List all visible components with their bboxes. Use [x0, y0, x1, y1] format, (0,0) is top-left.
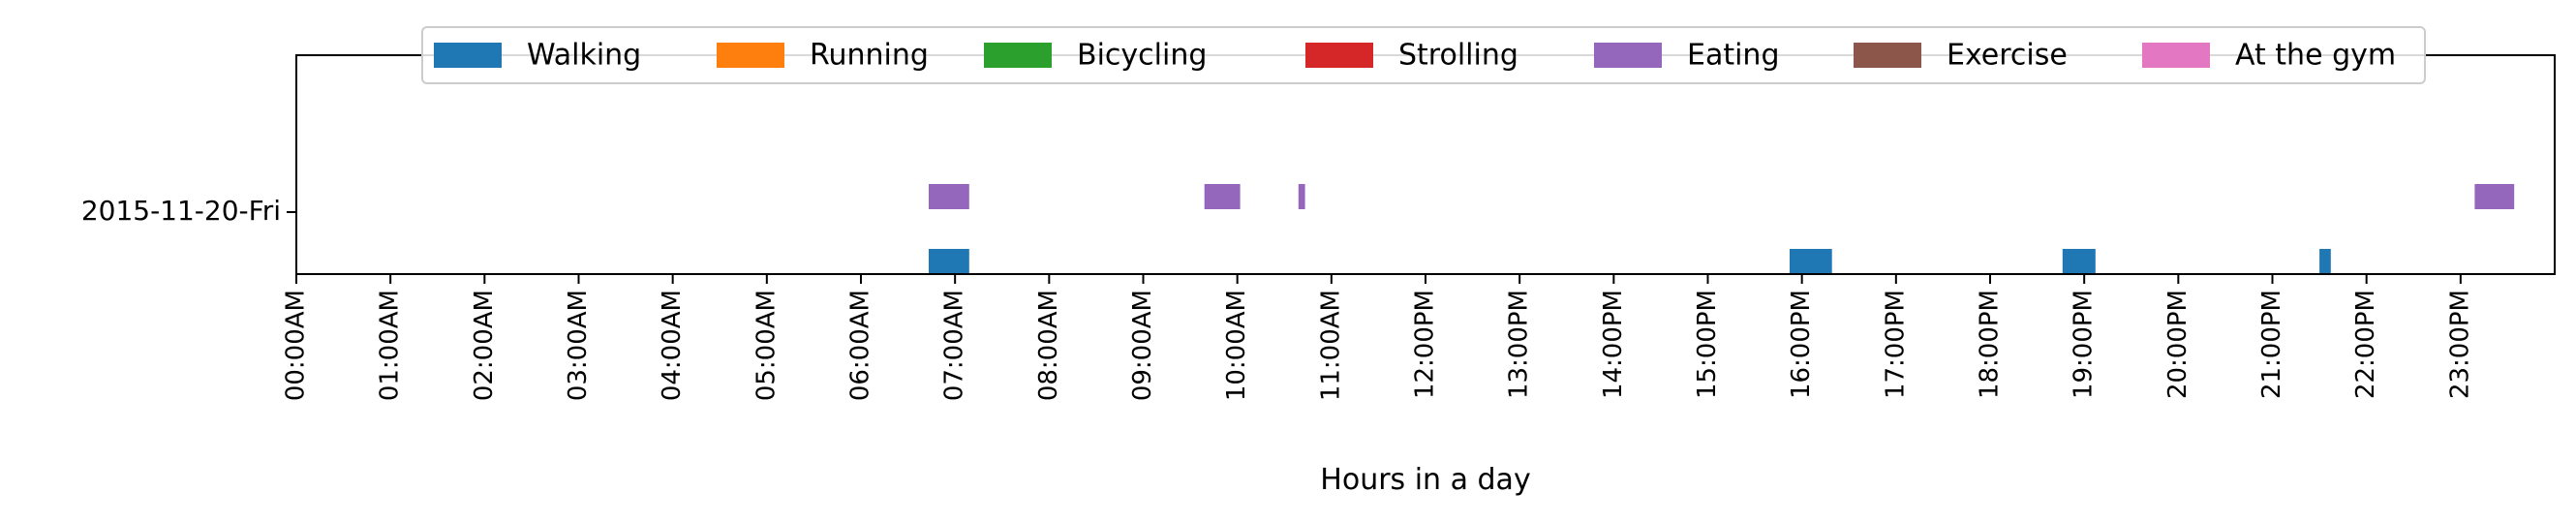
- legend-box: [421, 26, 2426, 84]
- x-tick-label: 10:00AM: [1222, 290, 1251, 401]
- bar-eating-1: [929, 184, 969, 209]
- x-tick-label: 22:00PM: [2351, 290, 2380, 399]
- bar-walking-1: [929, 249, 969, 274]
- x-axis: 00:00AM 01:00AM 02:00AM 03:00AM 04:00AM 05:00…: [282, 274, 2474, 401]
- legend-label-walking: Walking: [527, 39, 641, 73]
- legend-swatch-exercise: [1854, 43, 1921, 68]
- bar-eating-2: [1204, 184, 1241, 209]
- x-tick-label: 20:00PM: [2163, 290, 2193, 399]
- legend-swatch-strolling: [1305, 43, 1373, 68]
- x-tick-label: 17:00PM: [1881, 290, 1910, 399]
- x-tick-label: 13:00PM: [1505, 290, 1534, 399]
- x-tick-label: 23:00PM: [2445, 290, 2474, 399]
- legend-swatch-at-the-gym: [2142, 43, 2210, 68]
- x-axis-label: Hours in a day: [1320, 463, 1530, 497]
- legend-swatch-walking: [434, 43, 502, 68]
- legend-label-eating: Eating: [1687, 39, 1780, 73]
- plot-frame: [295, 54, 2556, 275]
- bar-eating-3: [1298, 184, 1305, 209]
- legend-label-exercise: Exercise: [1947, 39, 2068, 73]
- x-tick-label: 16:00PM: [1787, 290, 1816, 399]
- legend-swatch-bicycling: [984, 43, 1052, 68]
- legend-swatch-running: [717, 43, 784, 68]
- x-tick-label: 07:00AM: [940, 290, 969, 401]
- bar-walking-3: [2062, 249, 2096, 274]
- bar-walking-2: [1790, 249, 1832, 274]
- x-tick-label: 12:00PM: [1411, 290, 1440, 399]
- legend-label-strolling: Strolling: [1398, 39, 1518, 73]
- legend-label-running: Running: [810, 39, 929, 73]
- legend-label-at-the-gym: At the gym: [2235, 39, 2396, 73]
- activity-bars: [929, 184, 2515, 274]
- x-tick-label: 02:00AM: [470, 290, 499, 401]
- y-axis: 2015-11-20-Fri: [81, 195, 296, 227]
- x-tick-label: 06:00AM: [846, 290, 875, 401]
- x-tick-label: 05:00AM: [751, 290, 781, 401]
- bar-eating-4: [2474, 184, 2515, 209]
- legend-swatch-eating: [1594, 43, 1662, 68]
- x-tick-label: 04:00AM: [658, 290, 687, 401]
- x-tick-label: 00:00AM: [282, 290, 311, 401]
- x-tick-label: 18:00PM: [1976, 290, 2005, 399]
- x-tick-label: 03:00AM: [564, 290, 593, 401]
- bar-walking-4: [2319, 249, 2331, 274]
- x-tick-label: 08:00AM: [1034, 290, 1063, 401]
- x-tick-label: 14:00PM: [1599, 290, 1628, 399]
- x-tick-label: 01:00AM: [376, 290, 405, 401]
- x-tick-label: 21:00PM: [2257, 290, 2286, 399]
- x-tick-label: 09:00AM: [1128, 290, 1157, 401]
- x-tick-label: 15:00PM: [1693, 290, 1722, 399]
- x-tick-label: 11:00AM: [1316, 290, 1345, 401]
- x-tick-label: 19:00PM: [2070, 290, 2099, 399]
- legend: Walking Running Bicycling Strolling Eating Ex…: [421, 26, 2426, 84]
- legend-label-bicycling: Bicycling: [1077, 39, 1207, 73]
- y-tick-label: 2015-11-20-Fri: [81, 195, 281, 227]
